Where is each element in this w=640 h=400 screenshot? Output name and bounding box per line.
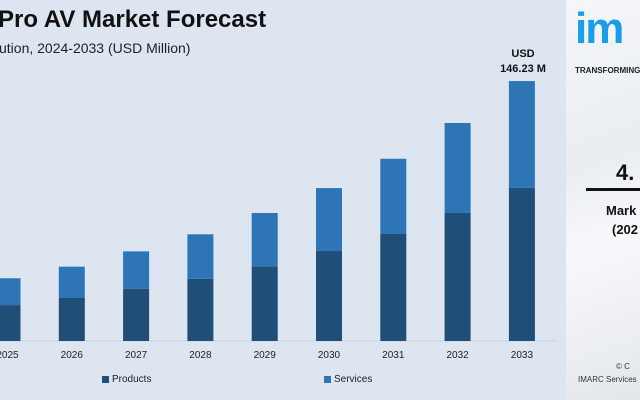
x-tick-label: 2033 [511,350,534,361]
bar-services-2027 [123,251,150,289]
x-tick-label: 2030 [318,350,341,361]
x-tick-label: 2025 [0,350,19,361]
bar-products-2031 [380,233,407,341]
company-name: IMARC Services [578,375,637,384]
stacked-bar-chart: 2025 2026 2027 2028 2029 2030 2031 2032 2033 USD… [0,48,556,361]
bar-products-2032 [444,212,471,341]
x-tick-label: 2031 [382,350,405,361]
bar-products-2033 [508,187,535,341]
logo-tagline: TRANSFORMING [575,66,640,75]
bar-products-2030 [316,251,342,341]
legend-products-label: Products [112,374,152,385]
copyright: © C [616,362,630,371]
bar-services-2031 [380,158,407,234]
bar-services-2030 [316,188,342,252]
legend-services-swatch [324,376,331,383]
bar-services-2028 [187,234,214,279]
bar-products-2025 [0,305,21,341]
chart-title: Pro AV Market Forecast [0,6,267,33]
legend-products-swatch [102,376,109,383]
x-tick-label: 2029 [254,350,277,361]
cagr-value: 4. [616,160,635,185]
bar-services-2026 [58,266,85,298]
total-annotation-line1: USD [511,48,534,60]
x-tick-label: 2028 [189,350,212,361]
x-tick-label: 2026 [61,350,84,361]
legend-services: Services [324,374,372,385]
chart-subtitle: ution, 2024-2033 (USD Million) [0,40,191,56]
bar-services-2033 [508,81,535,188]
x-tick-label: 2032 [446,350,469,361]
bar-products-2026 [58,297,85,341]
bar-services-2029 [251,212,278,267]
bar-products-2029 [251,266,278,341]
bar-products-2028 [187,278,214,341]
legend-products: Products [102,374,151,385]
legend-services-label: Services [334,374,373,385]
side-panel: im TRANSFORMING 4. Mark (202 © C IMARC S… [566,0,640,400]
cagr-period: (202 [612,222,639,237]
x-tick-label: 2027 [125,350,148,361]
bar-products-2027 [123,288,150,341]
cagr-label: Mark [606,203,637,218]
total-annotation-line2: 146.23 M [500,63,546,75]
bar-services-2025 [0,278,21,306]
bar-services-2032 [444,123,471,213]
divider [586,188,640,191]
imarc-logo: im [575,4,624,53]
